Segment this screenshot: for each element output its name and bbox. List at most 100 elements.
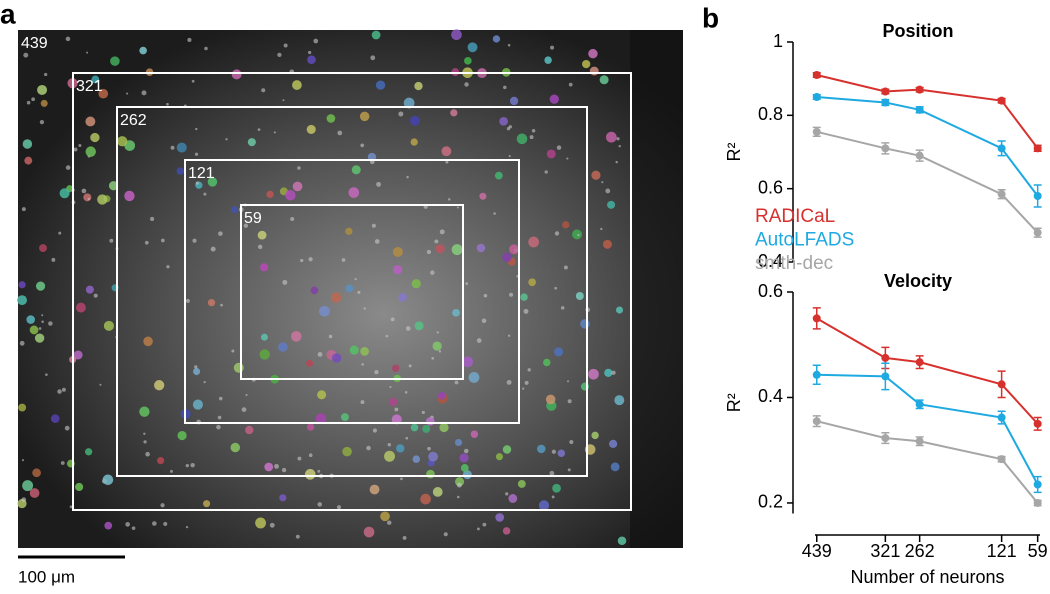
cell — [44, 72, 48, 77]
cell — [374, 369, 379, 375]
cell — [317, 469, 321, 473]
cell — [257, 128, 261, 131]
cell — [502, 252, 512, 263]
cell — [22, 480, 34, 492]
cell — [203, 380, 206, 384]
cell — [97, 194, 108, 205]
cell — [372, 428, 378, 433]
cell — [566, 157, 569, 160]
cell — [618, 144, 621, 148]
cell — [41, 314, 44, 317]
cell — [392, 364, 400, 373]
cell — [41, 320, 44, 324]
data-point — [915, 437, 924, 446]
cell — [69, 505, 73, 509]
cell — [326, 114, 336, 123]
cell — [454, 380, 459, 385]
cell — [110, 56, 120, 66]
cell — [145, 451, 150, 457]
cell — [617, 536, 627, 546]
cell — [345, 227, 353, 236]
cell — [369, 484, 380, 495]
cell — [150, 216, 155, 222]
cell — [462, 356, 474, 368]
cell — [166, 102, 169, 106]
cell — [22, 139, 33, 149]
cell — [85, 146, 96, 157]
cell — [580, 319, 590, 329]
cell — [495, 513, 505, 522]
cell — [59, 188, 70, 199]
charts: 0.4 0.6 0.8 1 R² Position RADICaL AutoLFADSsmth… — [724, 21, 1048, 587]
cell — [285, 189, 296, 201]
y-tick-label: 0.8 — [758, 104, 783, 124]
cell — [102, 474, 114, 486]
cell — [459, 453, 469, 463]
cell — [451, 29, 462, 41]
cell — [51, 257, 56, 262]
cell — [64, 425, 70, 431]
data-point — [997, 413, 1006, 422]
cell — [90, 132, 100, 143]
cell — [185, 463, 189, 468]
data-point — [881, 372, 890, 381]
cell — [508, 494, 518, 503]
cell — [342, 446, 352, 457]
cell — [528, 236, 540, 248]
data-point — [1033, 480, 1042, 489]
cell — [216, 424, 221, 430]
cell — [563, 265, 568, 270]
cell — [549, 470, 555, 476]
cell — [360, 400, 365, 405]
data-point — [1033, 192, 1042, 200]
data-point — [997, 96, 1006, 105]
cell — [524, 380, 529, 385]
cell — [260, 263, 269, 272]
cell — [117, 136, 128, 147]
legend-entry: AutoLFADS — [755, 230, 854, 251]
cell — [452, 308, 460, 317]
cell — [363, 307, 366, 310]
cell — [615, 306, 624, 314]
cell — [39, 119, 45, 125]
cell — [495, 453, 503, 461]
cell — [426, 469, 435, 479]
y-tick-label: 1 — [773, 31, 783, 51]
cell — [482, 522, 487, 527]
cell — [567, 468, 571, 472]
cell — [274, 463, 279, 469]
y-tick-label: 0.2 — [758, 492, 783, 512]
cell — [557, 449, 566, 457]
cell — [345, 284, 354, 293]
cell — [50, 414, 60, 423]
cell — [192, 238, 197, 243]
cell — [193, 367, 201, 376]
x-axis-label: Number of neurons — [850, 567, 1004, 587]
cell — [601, 181, 604, 184]
y-tick-label: 0.4 — [758, 251, 783, 271]
data-point — [997, 144, 1006, 153]
cell — [187, 37, 192, 43]
y-tick-label: 0.6 — [758, 177, 783, 197]
chart-title: Position — [883, 21, 954, 41]
cell — [503, 85, 507, 90]
cell — [439, 422, 449, 433]
cell — [170, 145, 175, 150]
cell — [36, 281, 46, 291]
cell — [599, 75, 609, 85]
data-point — [881, 98, 890, 107]
cell — [26, 100, 31, 105]
cell — [387, 520, 392, 525]
cell — [245, 393, 248, 397]
cell — [360, 143, 365, 148]
cell — [308, 257, 313, 262]
cell — [104, 521, 113, 530]
cell — [266, 190, 274, 199]
cell — [306, 359, 314, 367]
cell — [220, 303, 223, 307]
cell — [230, 206, 239, 214]
cell — [264, 462, 274, 472]
cell — [75, 482, 84, 492]
cell — [307, 55, 316, 65]
panel-label: a — [0, 0, 16, 29]
